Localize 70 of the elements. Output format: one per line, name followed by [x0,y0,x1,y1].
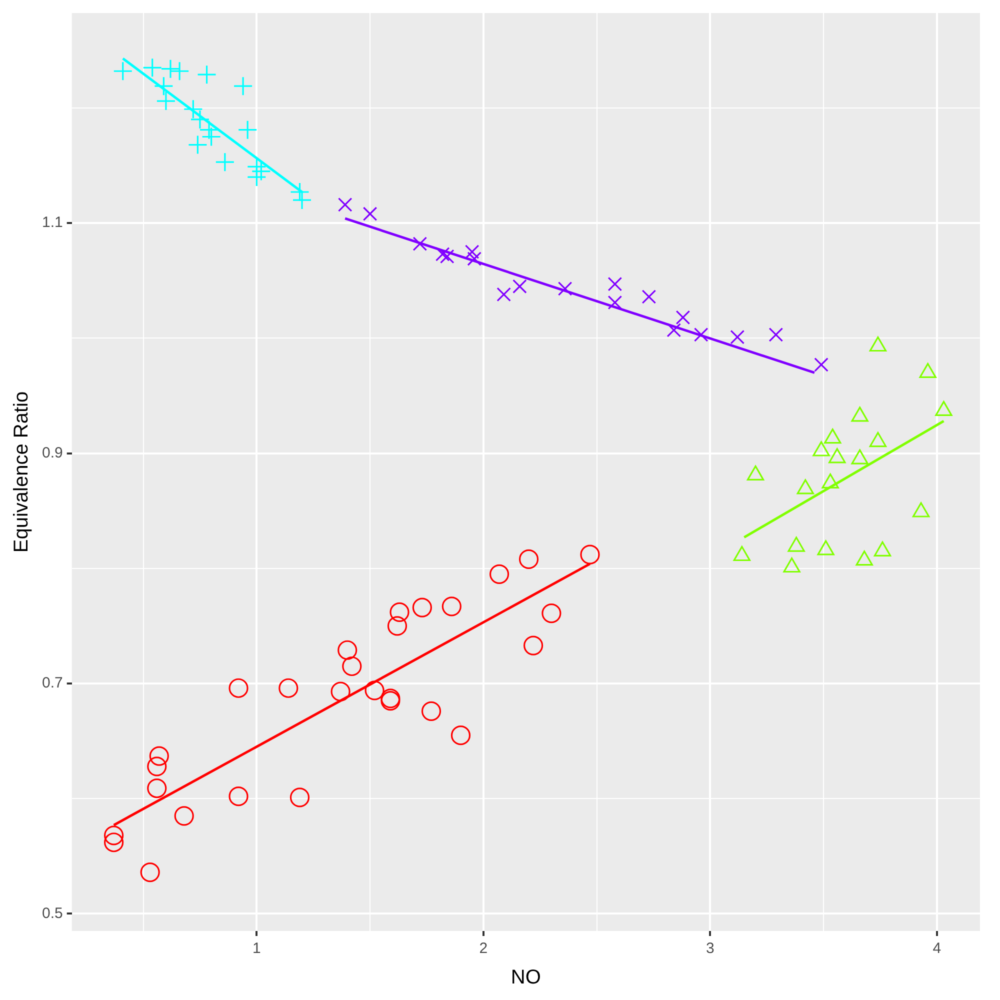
point [558,282,572,296]
point [228,678,248,698]
x-tick-label: 2 [479,940,488,958]
point [290,182,310,202]
point [450,726,471,746]
point [174,806,194,826]
y-axis-title: Equivalence Ratio [10,391,33,553]
point [518,549,539,569]
point [412,236,428,251]
x-axis-title: NO [510,966,541,989]
point [694,328,708,342]
y-tick-label: 0.5 [42,904,63,922]
x-tick-label: 4 [932,940,942,958]
x-tick-label: 1 [252,940,261,958]
point [435,246,450,262]
point [467,252,482,266]
point [238,120,258,140]
point [330,682,350,702]
point [215,152,235,172]
point [364,680,384,700]
point [608,276,622,292]
point [154,76,174,96]
point [421,701,442,721]
point [104,826,124,846]
point [278,678,298,698]
point [730,330,745,344]
point [156,91,176,111]
point [666,322,682,338]
point [251,161,271,182]
point [140,862,160,882]
point [338,197,352,212]
point [464,244,480,260]
point [202,126,222,147]
point [580,544,600,564]
point [188,135,208,155]
point [228,786,248,806]
point [196,64,217,84]
point [142,58,162,78]
point [147,756,167,776]
point [642,290,656,304]
point [233,76,253,96]
point [390,602,410,622]
point [160,59,180,79]
point [338,640,358,660]
point [387,616,408,636]
point [113,61,133,81]
point [292,190,312,210]
point [147,778,167,798]
point [342,656,362,676]
point [523,636,544,656]
point [104,832,124,852]
point [542,603,562,624]
x-tick-label: 3 [706,940,714,958]
point [512,279,527,294]
point [412,598,432,618]
y-tick-label: 0.9 [42,444,63,462]
point [440,249,454,264]
point [608,295,622,310]
point [442,596,462,616]
point [768,328,784,342]
point [362,206,378,222]
y-tick-label: 0.7 [42,674,63,692]
point [496,287,511,302]
point [246,167,266,187]
y-tick-label: 1.1 [42,214,63,232]
point [170,61,190,81]
point [676,310,690,325]
point [489,564,510,584]
point [149,746,169,766]
point [290,788,310,808]
